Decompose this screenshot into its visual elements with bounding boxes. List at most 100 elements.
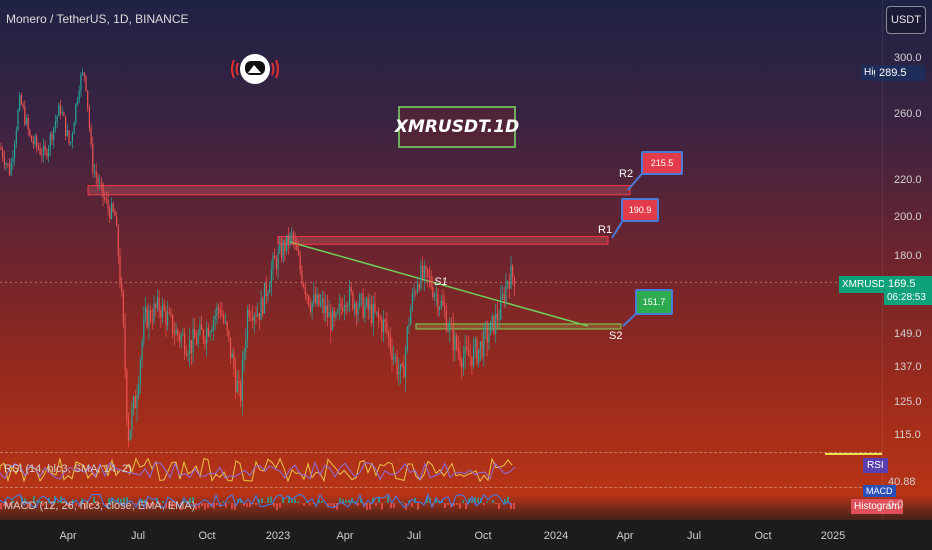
candle-body — [367, 298, 369, 310]
r1-price-callout[interactable]: 190.9 — [621, 198, 659, 222]
candle-body — [369, 304, 371, 310]
candle-body — [19, 95, 21, 111]
candle-body — [406, 326, 408, 350]
time-tick: 2024 — [543, 530, 569, 542]
candle-body — [413, 292, 415, 295]
candle-body — [343, 304, 345, 312]
macd-hist-bar — [426, 497, 428, 503]
candle-body — [24, 107, 26, 125]
candle-body — [207, 327, 209, 337]
current-price-label: 169.5 — [884, 276, 932, 292]
macd-hist-bar — [174, 503, 176, 507]
macd-hist-bar — [243, 503, 245, 506]
macd-hist-bar — [372, 497, 374, 503]
candle-body — [265, 282, 267, 297]
candle-body — [282, 243, 284, 259]
candle-body — [432, 287, 434, 298]
candle-body — [277, 251, 279, 270]
candle-body — [218, 307, 220, 310]
candle-body — [284, 243, 286, 252]
candle-body — [398, 371, 400, 375]
candle-body — [177, 329, 179, 335]
candle-body — [469, 356, 471, 358]
candle-body — [59, 104, 62, 114]
candle-body — [214, 315, 216, 320]
candle-body — [292, 232, 294, 241]
macd-hist-bar — [213, 503, 215, 509]
candle-body — [313, 294, 315, 302]
candle-body — [10, 161, 12, 175]
candle-body — [117, 225, 119, 256]
macd-hist-bar — [465, 503, 467, 509]
macd-hist-bar — [408, 500, 410, 503]
candle-body — [173, 334, 175, 336]
macd-hist-bar — [453, 503, 455, 506]
macd-hist-bar — [318, 499, 320, 503]
macd-hist-bar — [483, 503, 485, 506]
rsi-legend[interactable]: RSI (14, hlc3, SMA, 14, 2) — [4, 463, 132, 475]
candle-body — [20, 95, 22, 105]
candle-body — [279, 244, 281, 252]
candle-body — [228, 330, 230, 338]
macd-hist-bar — [147, 503, 149, 508]
candle-body — [466, 346, 468, 350]
candle-body — [70, 141, 72, 143]
candle-body — [394, 356, 396, 358]
macd-hist-bar — [291, 499, 293, 503]
candle-body — [410, 308, 412, 325]
macd-legend[interactable]: MACD (12, 26, hlc3, close, EMA, EMA) — [4, 500, 196, 512]
candle-body — [83, 72, 85, 76]
r2-price-callout[interactable]: 215.5 — [641, 151, 683, 175]
candle-body — [139, 359, 141, 384]
macd-hist-bar — [339, 497, 341, 503]
candle-body — [423, 266, 425, 279]
price-chart[interactable] — [0, 0, 932, 520]
candle-body — [377, 311, 379, 318]
macd-hist-bar — [150, 503, 152, 508]
candle-body — [155, 304, 157, 308]
macd-hist-bar — [237, 499, 239, 503]
macd-hist-bar — [3, 503, 5, 507]
candle-body — [243, 353, 245, 360]
rsi-pane — [0, 452, 882, 488]
candle-body — [116, 216, 118, 226]
candle-body — [260, 298, 262, 321]
time-tick: Apr — [616, 530, 634, 542]
candle-body — [374, 303, 376, 312]
candle-body — [201, 324, 203, 330]
candle-body — [231, 353, 233, 358]
macd-hist-bar — [63, 501, 65, 503]
rsi-badge: RSI — [863, 458, 888, 473]
candle-body — [365, 298, 368, 306]
macd-hist-bar — [201, 503, 203, 506]
macd-hist-bar — [84, 503, 86, 510]
candle-body — [488, 335, 490, 343]
candle-body — [131, 408, 133, 431]
candle-body — [272, 255, 274, 270]
time-axis[interactable] — [0, 520, 932, 550]
candle-body — [0, 147, 2, 150]
macd-hist-bar — [387, 496, 389, 503]
candle-body — [303, 283, 305, 287]
macd-hist-bar — [504, 499, 506, 503]
macd-hist-bar — [297, 501, 299, 503]
macd-hist-bar — [27, 503, 29, 508]
candle-body — [473, 345, 475, 367]
candle-body — [178, 334, 181, 341]
candle-body — [36, 136, 38, 147]
candle-body — [427, 269, 429, 276]
macd-hist-bar — [357, 503, 359, 506]
macd-hist-bar — [477, 497, 479, 503]
macd-hist-bar — [435, 498, 437, 503]
candle-body — [184, 334, 186, 354]
s2-price-callout[interactable]: 151.7 — [635, 289, 673, 315]
macd-hist-bar — [198, 503, 200, 509]
currency-button[interactable]: USDT — [886, 6, 926, 34]
candle-body — [401, 364, 403, 366]
macd-hist-bar — [171, 503, 173, 510]
candle-body — [158, 296, 160, 312]
candle-body — [134, 396, 136, 409]
macd-hist-bar — [276, 503, 278, 510]
r2-zone — [87, 185, 631, 196]
time-tick: Apr — [59, 530, 77, 542]
